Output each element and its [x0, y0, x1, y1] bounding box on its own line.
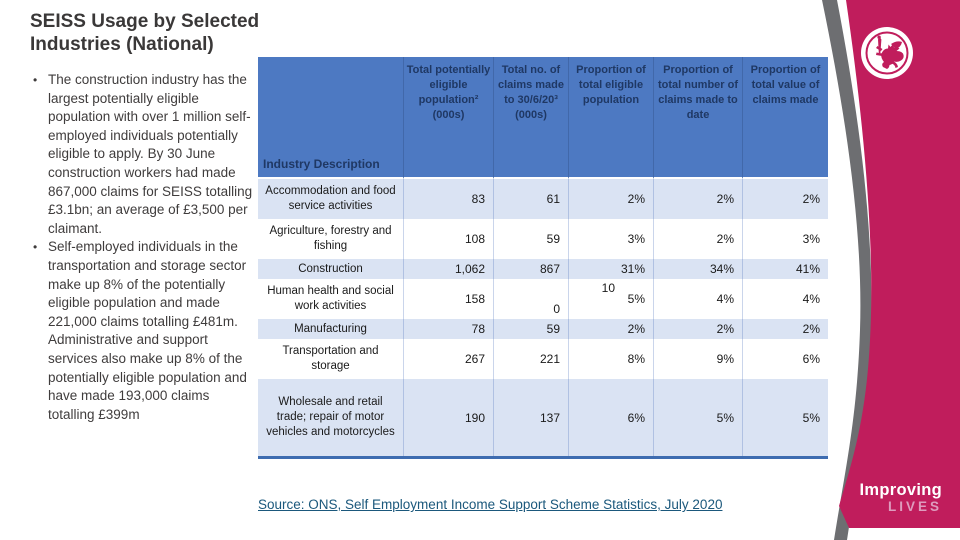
table-row-industry: Accommodation and food service activitie…: [258, 179, 403, 219]
table-cell-population: 78: [403, 319, 493, 339]
table-cell-population: 158: [403, 279, 493, 319]
table-cell-prop-claims: 34%: [653, 259, 742, 279]
table-header-prop-value: Proportion of total value of claims made: [742, 57, 828, 179]
table-cell-population: 267: [403, 339, 493, 379]
table-row-industry: Agriculture, forestry and fishing: [258, 219, 403, 259]
table-cell-prop-value: 41%: [742, 259, 828, 279]
table-cell-prop-claims: 4%: [653, 279, 742, 319]
table-header-prop-claims: Proportion of total number of claims mad…: [653, 57, 742, 179]
wordmark-line2: LIVES: [887, 499, 942, 514]
gray-swoosh: [822, 0, 872, 540]
improving-lives-wordmark: Improving LIVES: [859, 481, 942, 515]
bullet-list: The construction industry has the larges…: [30, 71, 258, 424]
table-cell-prop-population: 3%: [568, 219, 653, 259]
table-cell-prop-value: 2%: [742, 319, 828, 339]
table-header-industry: Industry Description: [258, 57, 403, 179]
table-header-population: Total potentially eligible population² (…: [403, 57, 493, 179]
table-cell-prop-population: 2%: [568, 319, 653, 339]
table-cell-prop-value: 3%: [742, 219, 828, 259]
table-row-industry: Human health and social work activities: [258, 279, 403, 319]
source-link[interactable]: Source: ONS, Self Employment Income Supp…: [258, 497, 723, 512]
table-row-industry: Wholesale and retail trade; repair of mo…: [258, 379, 403, 456]
table-cell-prop-claims: 9%: [653, 339, 742, 379]
table-cell-prop-population: 6%: [568, 379, 653, 456]
griffin-logo-icon: [861, 27, 913, 79]
table-cell-prop-claims: 5%: [653, 379, 742, 456]
table-cell-prop-claims: 2%: [653, 219, 742, 259]
table-cell-claims: 61: [493, 179, 568, 219]
table-cell-prop-claims: 2%: [653, 179, 742, 219]
seiss-table: Industry Description Total potentially e…: [258, 57, 828, 459]
table-header-prop-population: Proportion of total eligible population: [568, 57, 653, 179]
bullet-item: Self-employed individuals in the transpo…: [30, 238, 258, 424]
table-cell-prop-population: 8%: [568, 339, 653, 379]
table-cell-population: 108: [403, 219, 493, 259]
table-row-industry: Construction: [258, 259, 403, 279]
table-cell-claims: 0: [493, 279, 568, 319]
bullet-item: The construction industry has the larges…: [30, 71, 258, 238]
table-cell-claims: 59: [493, 219, 568, 259]
table-header-claims: Total no. of claims made to 30/6/20³ (00…: [493, 57, 568, 179]
table-cell-claims: 867: [493, 259, 568, 279]
table-cell-prop-population: 2%: [568, 179, 653, 219]
table-cell-prop-value: 6%: [742, 339, 828, 379]
table-cell-population: 190: [403, 379, 493, 456]
table-cell-prop-population: 10 5%: [568, 279, 653, 319]
table-cell-prop-claims: 2%: [653, 319, 742, 339]
table-cell-claims: 221: [493, 339, 568, 379]
table-cell-population: 1,062: [403, 259, 493, 279]
table-cell-prop-value: 2%: [742, 179, 828, 219]
wordmark-line1: Improving: [859, 481, 942, 499]
prop-population-value: 5%: [627, 292, 645, 306]
magenta-swoosh: [839, 0, 960, 528]
table-row-industry: Transportation and storage: [258, 339, 403, 379]
table-cell-prop-value: 4%: [742, 279, 828, 319]
table-cell-population: 83: [403, 179, 493, 219]
table-cell-claims: 137: [493, 379, 568, 456]
page-title: SEISS Usage by Selected Industries (Nati…: [30, 11, 260, 55]
table-cell-prop-population: 31%: [568, 259, 653, 279]
overflow-digits: 10: [601, 281, 615, 295]
table-row-industry: Manufacturing: [258, 319, 403, 339]
table-cell-prop-value: 5%: [742, 379, 828, 456]
table-cell-claims: 59: [493, 319, 568, 339]
